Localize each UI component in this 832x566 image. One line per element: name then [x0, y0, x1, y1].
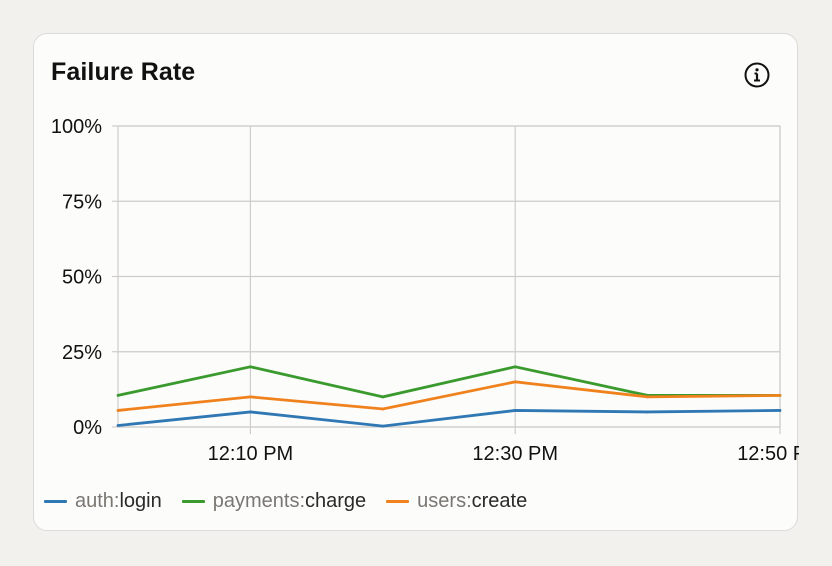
data-point-users-create — [646, 395, 649, 399]
legend-service-label: payments: — [212, 490, 306, 512]
data-point-auth-login — [513, 409, 517, 412]
failure-rate-chart: 100% 75% 50% 25% 0% 12:10 PM 12:30 PM 12:50 PM — [51, 116, 799, 465]
info-icon[interactable] — [743, 61, 771, 89]
x-tick-label: 12:30 PM — [472, 443, 558, 465]
failure-rate-card: Failure Rate 100% 75% 50% 25% 0% 12:10 PM 12:3… — [33, 33, 799, 531]
series-line-users-create — [117, 380, 781, 412]
y-tick-label: 50% — [62, 267, 102, 289]
data-point-payments-charge — [249, 365, 252, 369]
data-point-auth-login — [249, 410, 252, 414]
y-tick-label: 100% — [51, 116, 102, 138]
data-point-auth-login — [646, 410, 649, 414]
data-point-users-create — [513, 380, 517, 384]
x-tick-label: 12:50 PM — [737, 443, 799, 465]
legend-swatch — [181, 500, 205, 503]
legend-operation-label: login — [119, 490, 162, 512]
legend-swatch — [44, 500, 67, 503]
chart-legend: auth: login payments: charge users: create — [44, 490, 547, 513]
series-line-auth-login — [117, 409, 781, 428]
data-point-auth-login — [116, 424, 120, 427]
x-tick-label: 12:10 PM — [208, 443, 294, 465]
data-point-users-create — [778, 393, 782, 397]
legend-operation-label: create — [471, 490, 528, 512]
series-line-payments-charge — [117, 365, 780, 399]
data-point-payments-charge — [116, 393, 120, 397]
legend-operation-label: charge — [305, 490, 367, 512]
legend-service-label: users: — [417, 490, 472, 512]
data-point-users-create — [249, 395, 252, 399]
legend-item-auth-login[interactable]: auth: login — [44, 490, 162, 513]
data-point-auth-login — [381, 424, 385, 428]
data-point-payments-charge — [513, 365, 517, 369]
data-point-users-create — [381, 407, 385, 411]
legend-swatch — [386, 500, 410, 503]
y-tick-label: 25% — [62, 342, 102, 364]
data-point-users-create — [116, 409, 120, 412]
legend-item-users-create[interactable]: users: create — [386, 490, 527, 513]
legend-item-payments-charge[interactable]: payments: charge — [181, 490, 367, 513]
data-point-payments-charge — [381, 395, 385, 399]
data-point-auth-login — [778, 409, 782, 412]
y-tick-label: 0% — [73, 417, 102, 439]
y-tick-label: 75% — [62, 191, 102, 213]
legend-service-label: auth: — [75, 490, 120, 512]
card-title: Failure Rate — [51, 58, 196, 86]
